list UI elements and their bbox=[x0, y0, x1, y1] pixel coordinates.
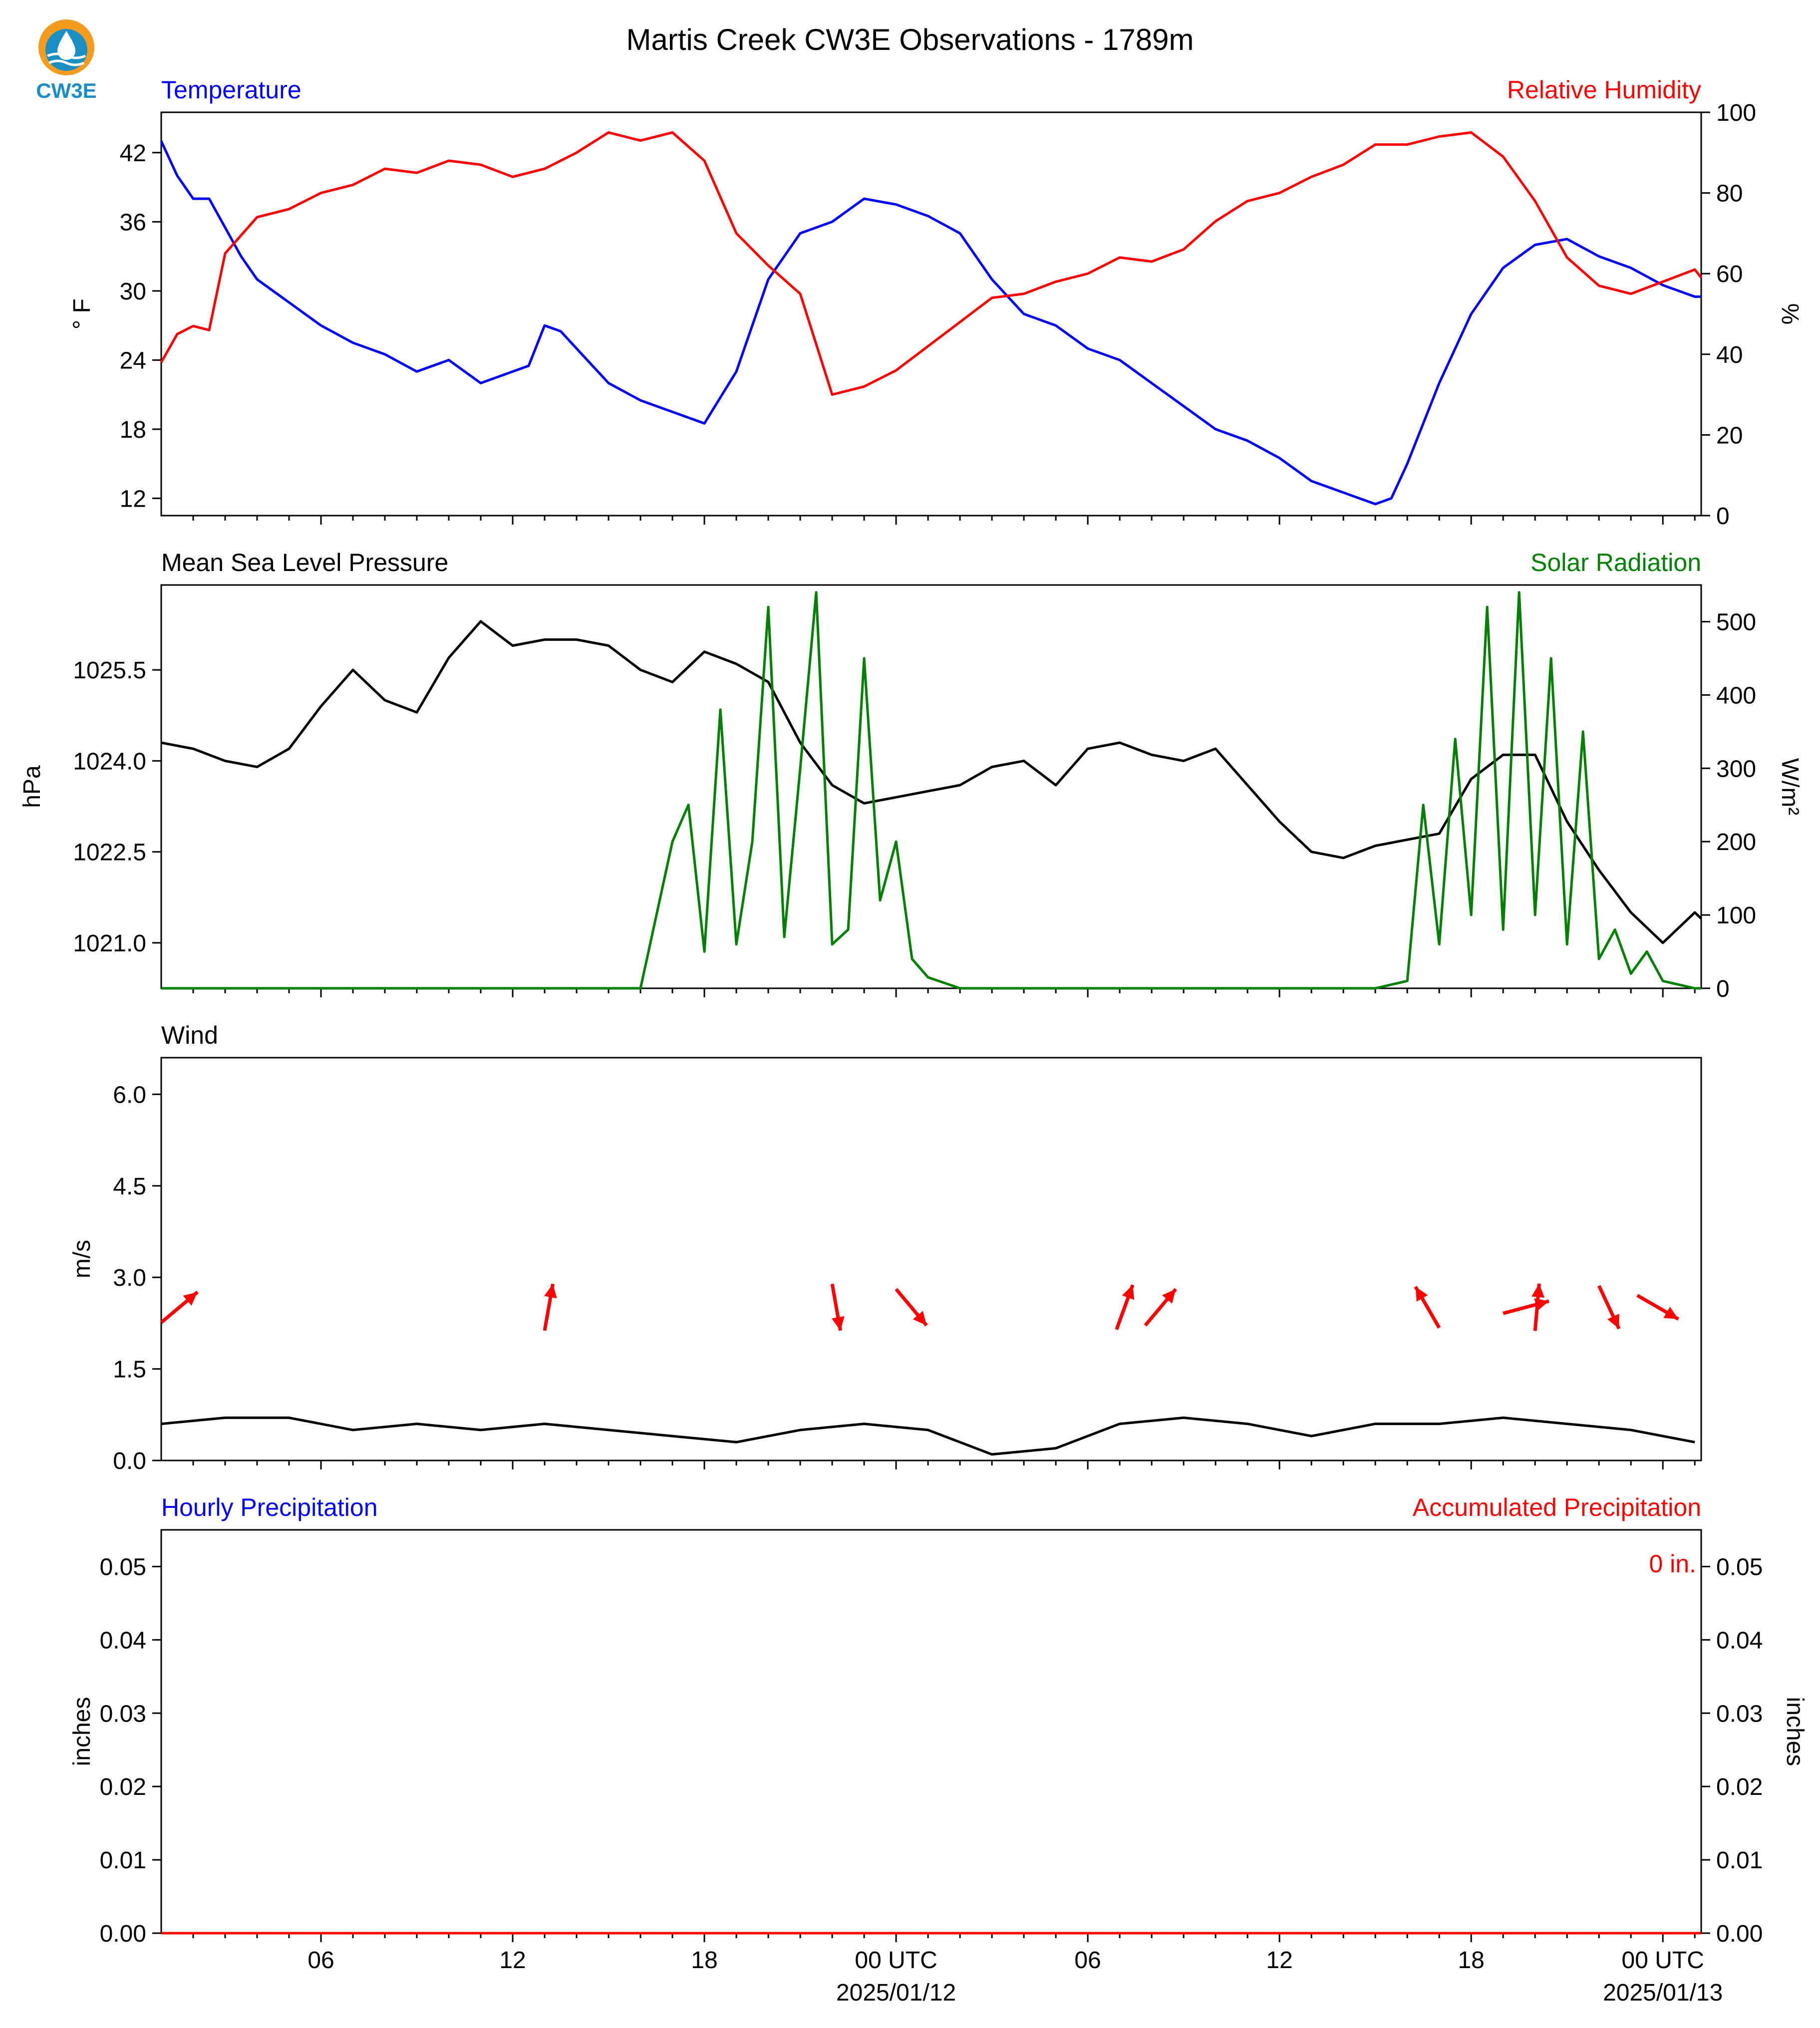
x-tick-date-label: 2025/01/12 bbox=[836, 1980, 956, 2006]
y-right-tick-label: 300 bbox=[1716, 756, 1756, 782]
y-right-tick-label: 60 bbox=[1716, 261, 1743, 288]
y-right-tick-label: 500 bbox=[1716, 609, 1756, 635]
y-tick-label: 3.0 bbox=[113, 1265, 146, 1291]
wind-arrow-head bbox=[183, 1292, 198, 1306]
water-drop-sun-logo-icon bbox=[38, 19, 94, 75]
y-tick-label: 0.02 bbox=[100, 1774, 146, 1800]
y-right-tick-label: 80 bbox=[1716, 181, 1743, 207]
x-tick-date-label: 2025/01/13 bbox=[1603, 1980, 1723, 2006]
x-tick-label: 00 UTC bbox=[1622, 1947, 1704, 1974]
panel-left-label: Mean Sea Level Pressure bbox=[161, 549, 448, 577]
y-right-tick-label: 0.05 bbox=[1716, 1554, 1763, 1580]
y-right-axis-title: W/m² bbox=[1777, 758, 1803, 816]
y-tick-label: 18 bbox=[120, 417, 146, 443]
wind-arrow-head bbox=[544, 1284, 557, 1299]
y-right-tick-label: 0.04 bbox=[1716, 1627, 1763, 1654]
panel-left-label: Wind bbox=[161, 1021, 218, 1049]
y-tick-label: 1022.5 bbox=[73, 840, 146, 866]
series-line-solar-radiation bbox=[161, 591, 1701, 990]
wind-arrow-head bbox=[1162, 1289, 1176, 1304]
y-tick-label: 0.05 bbox=[100, 1554, 146, 1580]
y-tick-label: 24 bbox=[120, 347, 146, 374]
plot-frame bbox=[160, 1057, 1702, 1461]
wind-arrow-head bbox=[832, 1316, 845, 1331]
panel-right-label: Solar Radiation bbox=[1530, 549, 1701, 577]
wind-arrow-head bbox=[1663, 1306, 1679, 1319]
y-axis-title: inches bbox=[69, 1697, 95, 1766]
x-tick-label: 18 bbox=[691, 1947, 717, 1974]
panel-precipitation: Hourly Precipitation Accumulated Precipit… bbox=[69, 1493, 1808, 1947]
panel-wind: Wind 0.0 1.5 3.0 4.5 6.0 m/s bbox=[69, 1021, 1702, 1474]
y-axis-title: hPa bbox=[19, 765, 45, 808]
y-tick-label: 30 bbox=[120, 279, 146, 305]
y-tick-label: 6.0 bbox=[113, 1082, 146, 1108]
x-tick-label: 12 bbox=[1266, 1947, 1292, 1974]
y-right-tick-label: 0 bbox=[1716, 976, 1730, 1002]
y-tick-label: 1025.5 bbox=[73, 657, 146, 684]
y-tick-label: 1.5 bbox=[113, 1357, 146, 1383]
y-tick-label: 4.5 bbox=[113, 1173, 146, 1200]
y-right-tick-label: 100 bbox=[1716, 100, 1756, 126]
series-line-temperature bbox=[160, 140, 1701, 506]
x-tick-label: 18 bbox=[1458, 1947, 1484, 1974]
series-line-mean-sea-level-pressure bbox=[161, 620, 1702, 944]
series-line-relative-humidity bbox=[160, 131, 1702, 396]
chart-title: Martis Creek CW3E Observations - 1789m bbox=[626, 23, 1194, 56]
y-axis-title: ° F bbox=[69, 298, 95, 329]
x-tick-label: 06 bbox=[307, 1947, 334, 1974]
y-tick-label: 0.03 bbox=[100, 1701, 146, 1727]
cw3e-logo: CW3E bbox=[36, 19, 97, 102]
wind-arrow-head bbox=[1415, 1286, 1428, 1302]
y-tick-label: 0.00 bbox=[100, 1921, 146, 1947]
y-tick-label: 0.01 bbox=[100, 1847, 146, 1874]
panel-left-label: Hourly Precipitation bbox=[161, 1493, 378, 1521]
logo-text: CW3E bbox=[36, 79, 96, 102]
y-right-tick-label: 100 bbox=[1716, 902, 1756, 929]
y-tick-label: 42 bbox=[120, 140, 146, 167]
wind-arrow-head bbox=[1531, 1283, 1545, 1298]
series-line-wind-speed bbox=[161, 1416, 1695, 1456]
panel-right-label: Accumulated Precipitation bbox=[1413, 1493, 1701, 1521]
x-tick-label: 00 UTC bbox=[855, 1947, 937, 1974]
y-right-tick-label: 0.03 bbox=[1716, 1701, 1763, 1727]
panel-temperature-humidity: Temperature Relative Humidity 12 18 24 30 36 42… bbox=[69, 76, 1803, 530]
panel-right-label: Relative Humidity bbox=[1507, 76, 1701, 104]
x-axis-labels: 06 12 18 00 UTC 2025/01/12 06 12 18 00 UTC 2025/0… bbox=[307, 1947, 1723, 2006]
y-axis-title: m/s bbox=[69, 1240, 95, 1278]
y-right-tick-label: 0.01 bbox=[1716, 1847, 1763, 1874]
wind-arrow-head bbox=[1607, 1314, 1619, 1329]
y-tick-label: 12 bbox=[120, 486, 146, 512]
accumulated-total-label: 0 in. bbox=[1649, 1550, 1696, 1578]
wind-arrow-head bbox=[1122, 1285, 1135, 1300]
y-tick-label: 36 bbox=[120, 209, 146, 236]
y-tick-label: 1024.0 bbox=[73, 748, 146, 775]
y-right-tick-label: 0.02 bbox=[1716, 1774, 1763, 1800]
x-tick-label: 06 bbox=[1074, 1947, 1101, 1974]
panel-left-label: Temperature bbox=[161, 76, 302, 104]
y-right-tick-label: 0.00 bbox=[1716, 1921, 1763, 1947]
y-tick-label: 0.04 bbox=[100, 1627, 146, 1654]
plot-frame bbox=[160, 584, 1702, 989]
y-right-axis-title: inches bbox=[1782, 1697, 1808, 1766]
y-right-tick-label: 400 bbox=[1716, 682, 1756, 709]
y-right-axis-title: % bbox=[1777, 303, 1803, 325]
chart-panels: Temperature Relative Humidity 12 18 24 30 36 42… bbox=[19, 76, 1808, 2006]
wind-arrow-head bbox=[912, 1311, 927, 1326]
y-right-tick-label: 40 bbox=[1716, 342, 1743, 368]
y-right-tick-label: 200 bbox=[1716, 829, 1756, 856]
y-tick-label: 0.0 bbox=[113, 1448, 146, 1474]
panel-pressure-solar: Mean Sea Level Pressure Solar Radiation 10… bbox=[19, 549, 1803, 1002]
x-tick-label: 12 bbox=[499, 1947, 526, 1974]
y-tick-label: 1021.0 bbox=[73, 930, 146, 957]
y-right-tick-label: 20 bbox=[1716, 422, 1743, 449]
plot-frame bbox=[160, 111, 1702, 517]
y-right-tick-label: 0 bbox=[1716, 503, 1730, 530]
